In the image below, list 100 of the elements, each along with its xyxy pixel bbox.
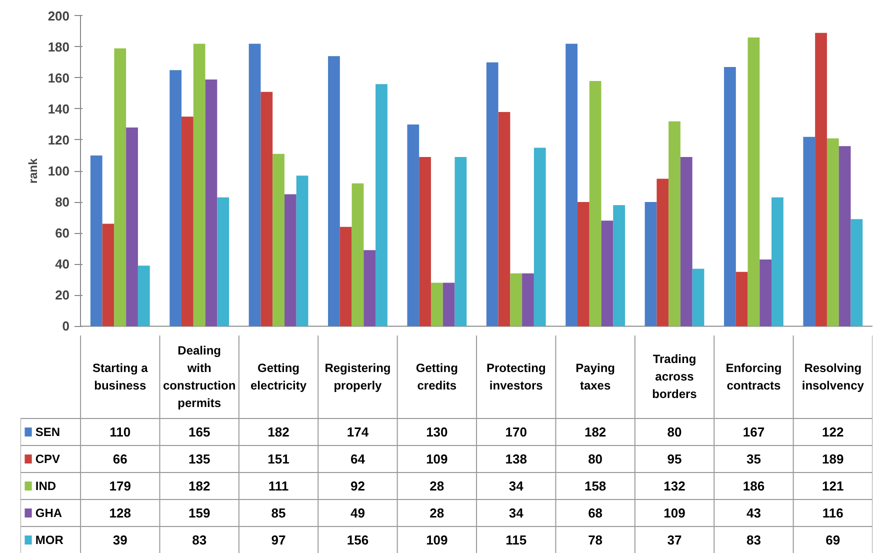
bar: [613, 205, 626, 326]
data-label: 95: [667, 452, 682, 466]
bar: [680, 157, 692, 326]
x-tick-label: Trading across borders: [652, 352, 698, 401]
bar: [90, 155, 102, 326]
y-tick-label: 160: [48, 70, 70, 86]
legend-label: IND: [35, 479, 56, 493]
bar: [260, 92, 273, 326]
bar: [217, 197, 230, 326]
y-tick-label: 40: [55, 256, 70, 272]
bar: [668, 121, 680, 326]
data-label: 80: [588, 452, 603, 466]
data-label: 97: [271, 532, 286, 548]
bar: [656, 178, 669, 326]
data-label: 174: [346, 424, 370, 440]
bar: [534, 148, 546, 326]
bar: [170, 70, 182, 326]
data-label: 186: [742, 478, 765, 494]
data-label: 49: [350, 506, 365, 520]
data-label: 182: [584, 424, 606, 440]
data-label: 116: [822, 506, 844, 520]
y-tick-label: 60: [55, 226, 70, 241]
data-label: 34: [508, 506, 524, 520]
bar: [601, 220, 614, 326]
y-tick-label: 80: [55, 194, 70, 210]
x-tick-label: Registering properly: [324, 360, 391, 392]
y-tick-label: 0: [62, 318, 70, 334]
data-label: 182: [188, 478, 210, 494]
data-label: 135: [188, 452, 210, 466]
bar: [644, 202, 657, 326]
x-tick-label: Getting credits: [416, 360, 458, 392]
x-tick-label: Getting electricity: [250, 360, 307, 392]
bar: [272, 154, 284, 326]
bar: [430, 282, 443, 326]
bar: [850, 219, 863, 326]
data-label: 83: [192, 532, 207, 548]
bar: [577, 202, 590, 326]
bar: [364, 250, 376, 326]
data-label: 115: [506, 532, 527, 548]
data-label: 78: [588, 532, 603, 548]
bar: [442, 282, 455, 326]
bar: [760, 259, 772, 326]
bar: [815, 32, 827, 326]
bar: [376, 84, 388, 326]
data-label: 167: [742, 424, 765, 440]
x-tick-label: Protecting investors: [486, 360, 546, 392]
data-label: 66: [112, 452, 128, 466]
y-tick-label: 140: [48, 101, 70, 116]
bar: [498, 112, 510, 326]
bar: [126, 128, 138, 326]
bar: [566, 44, 578, 326]
data-label: 111: [268, 478, 289, 494]
legend-label: SEN: [35, 425, 60, 439]
bar: [114, 48, 126, 326]
bar: [522, 273, 534, 326]
legend-label: CPV: [35, 452, 60, 466]
x-tick-label: Resolving insolvency: [802, 360, 864, 392]
data-label: 28: [430, 478, 444, 494]
y-axis-title: rank: [26, 158, 40, 184]
bar: [510, 273, 522, 326]
y-tick-label: 180: [48, 39, 70, 54]
data-label: 69: [826, 532, 840, 548]
data-label: 109: [426, 452, 448, 466]
bar: [772, 197, 784, 326]
bar: [736, 272, 748, 326]
bar: [284, 194, 296, 326]
bar: [803, 136, 816, 326]
data-label: 179: [109, 478, 131, 494]
data-label: 80: [667, 424, 682, 440]
legend-label: GHA: [35, 506, 62, 520]
bar: [340, 226, 352, 326]
bar: [454, 157, 467, 326]
y-tick-label: 200: [48, 8, 70, 24]
data-label: 28: [430, 506, 444, 520]
data-label: 43: [746, 506, 761, 520]
data-label: 156: [346, 532, 369, 548]
legend-label: MOR: [35, 533, 64, 547]
data-label: 165: [188, 424, 210, 440]
data-label: 121: [822, 478, 844, 494]
bar: [182, 116, 194, 326]
bar: [296, 176, 308, 326]
x-tick-label: Starting a business: [92, 360, 148, 392]
bar: [193, 44, 206, 326]
data-label: 182: [268, 424, 290, 440]
x-tick-label: Dealing with construction permits: [162, 343, 236, 410]
bar: [748, 38, 760, 326]
bar: [589, 80, 602, 326]
data-label: 132: [664, 478, 686, 494]
data-label: 83: [746, 532, 761, 548]
y-tick-label: 120: [48, 132, 70, 148]
data-label: 158: [584, 478, 606, 494]
data-label: 170: [505, 424, 527, 440]
bar: [205, 79, 218, 326]
bar: [352, 183, 364, 326]
data-label: 138: [505, 452, 527, 466]
data-label: 159: [188, 506, 210, 520]
x-tick-label: Paying taxes: [576, 360, 615, 392]
data-label: 85: [271, 506, 286, 520]
bar: [102, 224, 114, 326]
data-label: 34: [508, 478, 524, 494]
